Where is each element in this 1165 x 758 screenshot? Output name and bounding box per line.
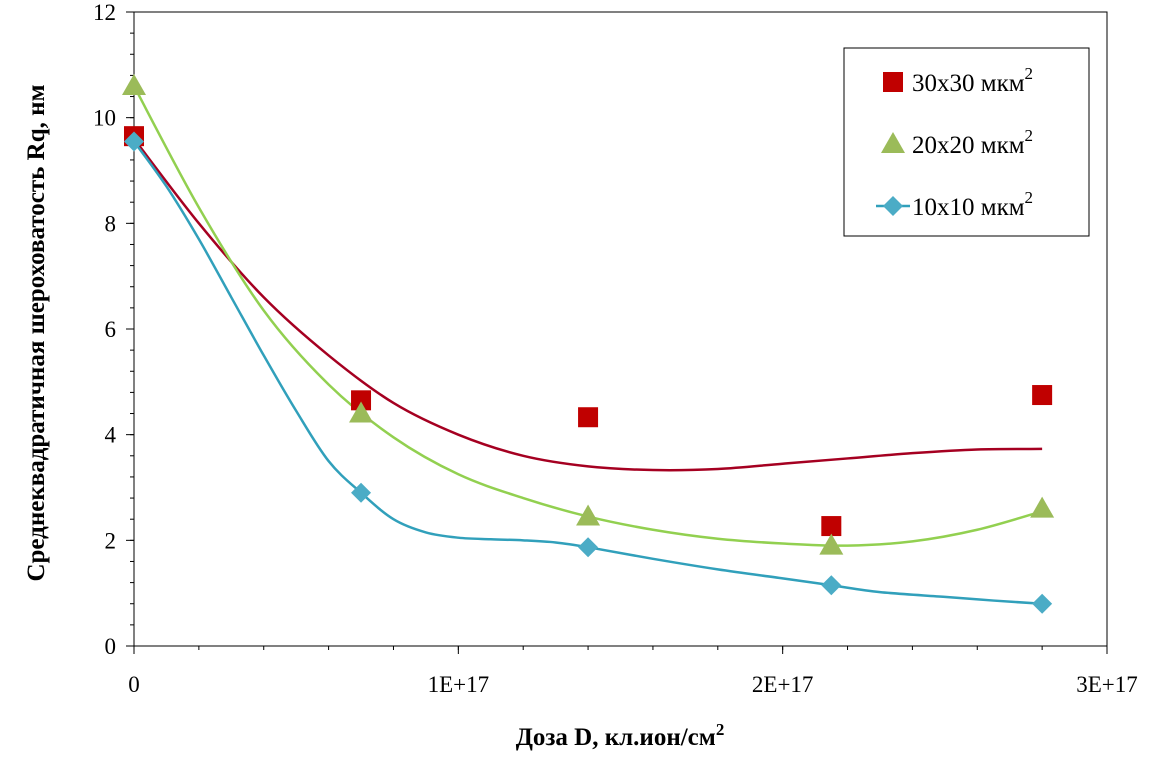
- data-point-series-1: [578, 407, 599, 428]
- data-point-series-3: [351, 482, 372, 503]
- legend-label: 30x30 мкм2: [912, 64, 1033, 97]
- data-point-series-2: [576, 504, 601, 526]
- y-tick-label: 12: [93, 0, 116, 25]
- legend: 30x30 мкм2 20x20 мкм2 10x10 мкм2: [843, 47, 1090, 237]
- x-tick-label: 0: [128, 672, 140, 697]
- data-point-series-2: [1030, 496, 1055, 518]
- legend-label: 10x10 мкм2: [912, 188, 1033, 221]
- data-point-series-1: [351, 390, 372, 411]
- axis-ticks: 0 2 4 6 8 10 12 0 1E+17 2E+17 3E+17: [93, 0, 1138, 697]
- data-point-series-2: [349, 401, 374, 423]
- data-point-series-3: [578, 537, 599, 558]
- x-tick-label: 3E+17: [1076, 672, 1138, 697]
- data-points: [122, 73, 1055, 614]
- y-tick-label: 4: [105, 423, 117, 448]
- data-point-series-1: [1032, 385, 1053, 406]
- y-tick-label: 2: [105, 528, 117, 553]
- legend-label: 20x20 мкм2: [912, 126, 1033, 159]
- data-point-series-3: [1032, 593, 1053, 614]
- y-axis-title: Среднеквадратичная шероховатость Rq, нм: [23, 84, 50, 581]
- y-tick-label: 6: [105, 317, 117, 342]
- trendline-series-2: [132, 85, 1043, 547]
- legend-marker: [881, 132, 905, 153]
- y-tick-label: 8: [105, 211, 117, 236]
- data-point-series-1: [821, 516, 842, 537]
- y-tick-label: 0: [105, 634, 117, 659]
- data-point-series-3: [124, 131, 144, 152]
- data-point-series-3: [821, 575, 842, 596]
- x-axis-title: Доза D, кл.ион/см2: [516, 720, 725, 751]
- trendline-series-1: [133, 138, 1043, 472]
- x-tick-label: 1E+17: [428, 672, 490, 697]
- legend-marker: [883, 72, 903, 92]
- legend-marker: [883, 196, 903, 216]
- trendline-series-3: [132, 140, 1043, 605]
- x-tick-label: 2E+17: [752, 672, 814, 697]
- data-point-series-2: [122, 73, 146, 95]
- trendlines: [132, 85, 1043, 605]
- y-tick-label: 10: [93, 106, 116, 131]
- data-point-series-2: [819, 533, 844, 555]
- legend-items: 30x30 мкм2 20x20 мкм2 10x10 мкм2: [876, 64, 1033, 221]
